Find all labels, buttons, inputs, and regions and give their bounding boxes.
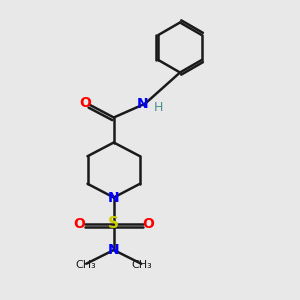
Text: CH₃: CH₃ bbox=[131, 260, 152, 270]
Text: N: N bbox=[137, 97, 149, 111]
Text: CH₃: CH₃ bbox=[76, 260, 97, 270]
Text: O: O bbox=[80, 96, 92, 110]
Text: O: O bbox=[142, 217, 154, 231]
Text: N: N bbox=[108, 190, 120, 205]
Text: S: S bbox=[108, 216, 119, 231]
Text: N: N bbox=[108, 243, 120, 257]
Text: O: O bbox=[74, 217, 86, 231]
Text: H: H bbox=[154, 101, 164, 114]
